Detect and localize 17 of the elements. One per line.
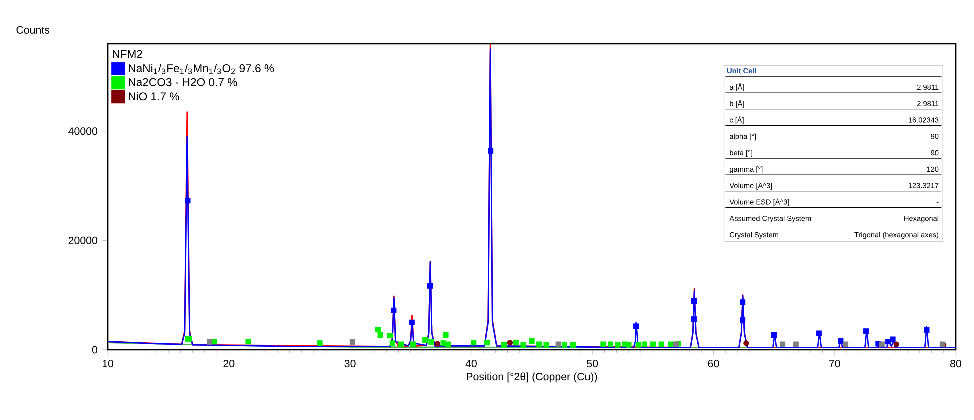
x-tick-label: 40 [466,360,477,368]
x-tick-label: 30 [344,360,356,368]
y-tick-label: 40000 [68,128,98,136]
legend-title: NFM2 [113,50,142,58]
x-tick-label: 10 [102,360,114,368]
legend-label: Na2CO3 · H2O 0.7 % [129,78,238,86]
y-axis-title: Counts [16,26,50,34]
x-tick-label: 60 [708,360,720,368]
y-tick-label: 20000 [68,236,98,244]
text: NaNi$_{1}$/$_{3}$Fe$_{1}$/$_{3}$Mn$_{1}$/$_{3}$O$_{2}$ 97.6 % [129,64,274,74]
x-tick-label: 80 [950,360,962,368]
x-tick-label: 20 [224,360,235,368]
x-axis-title: Position [°2θ] (Copper (Cu)) [467,372,598,383]
legend-label: NiO 1.7 % [129,92,180,101]
x-tick-label: 50 [587,360,598,368]
y-tick-label: 0 [92,346,98,354]
x-tick-label: 70 [829,360,840,368]
